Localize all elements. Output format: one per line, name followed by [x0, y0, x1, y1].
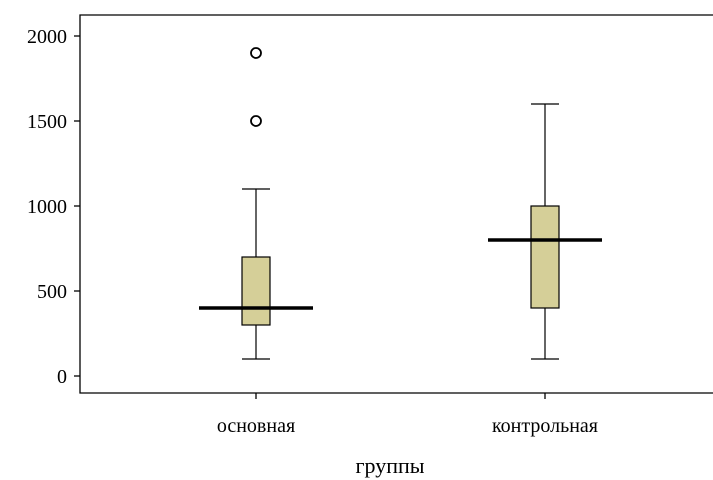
box-group: [199, 47, 313, 360]
y-tick-label: 0: [57, 366, 67, 388]
x-tick-label: контрольная: [492, 415, 598, 437]
y-tick-label: 2000: [27, 26, 67, 48]
y-tick-label: 500: [37, 281, 67, 303]
y-axis: 0 500 1000 1500 2000: [27, 26, 80, 388]
iqr-box: [241, 256, 271, 326]
outlier-point: [250, 115, 262, 127]
box-group: [488, 103, 602, 360]
y-tick-label: 1500: [27, 111, 67, 133]
plot-frame: [79, 14, 713, 394]
x-tick-label: основная: [217, 415, 295, 437]
iqr-box: [530, 205, 560, 309]
outlier-point: [250, 47, 262, 59]
x-axis: основная контрольная: [217, 393, 598, 437]
x-axis-title: группы: [355, 453, 424, 478]
plot-area: [79, 14, 713, 394]
y-tick-label: 1000: [27, 196, 67, 218]
